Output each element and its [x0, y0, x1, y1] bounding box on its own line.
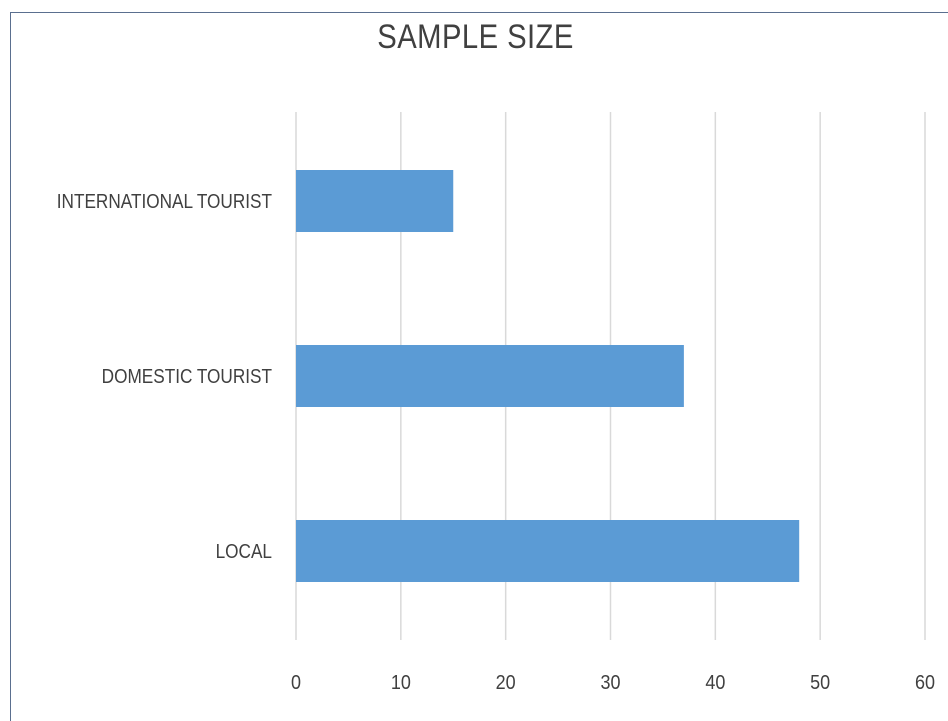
x-tick-label-5: 50 — [810, 672, 830, 694]
bar-0 — [296, 170, 454, 232]
x-tick-label-6: 60 — [915, 672, 935, 694]
category-label-2: LOCAL — [216, 540, 272, 563]
bars — [296, 170, 800, 582]
bar-1 — [296, 345, 684, 407]
x-tick-labels: 0 10 20 30 40 50 60 — [291, 672, 935, 694]
x-tick-label-4: 40 — [705, 672, 725, 694]
category-label-1: DOMESTIC TOURIST — [102, 365, 272, 388]
chart-title: SAMPLE SIZE — [377, 18, 574, 56]
x-tick-label-2: 20 — [496, 672, 516, 694]
category-labels: INTERNATIONAL TOURIST DOMESTIC TOURIST LOC… — [57, 190, 272, 563]
bar-2 — [296, 520, 800, 582]
x-tick-label-3: 30 — [600, 672, 620, 694]
category-label-0: INTERNATIONAL TOURIST — [57, 190, 272, 213]
x-tick-label-1: 10 — [391, 672, 411, 694]
x-tick-label-0: 0 — [291, 672, 301, 694]
